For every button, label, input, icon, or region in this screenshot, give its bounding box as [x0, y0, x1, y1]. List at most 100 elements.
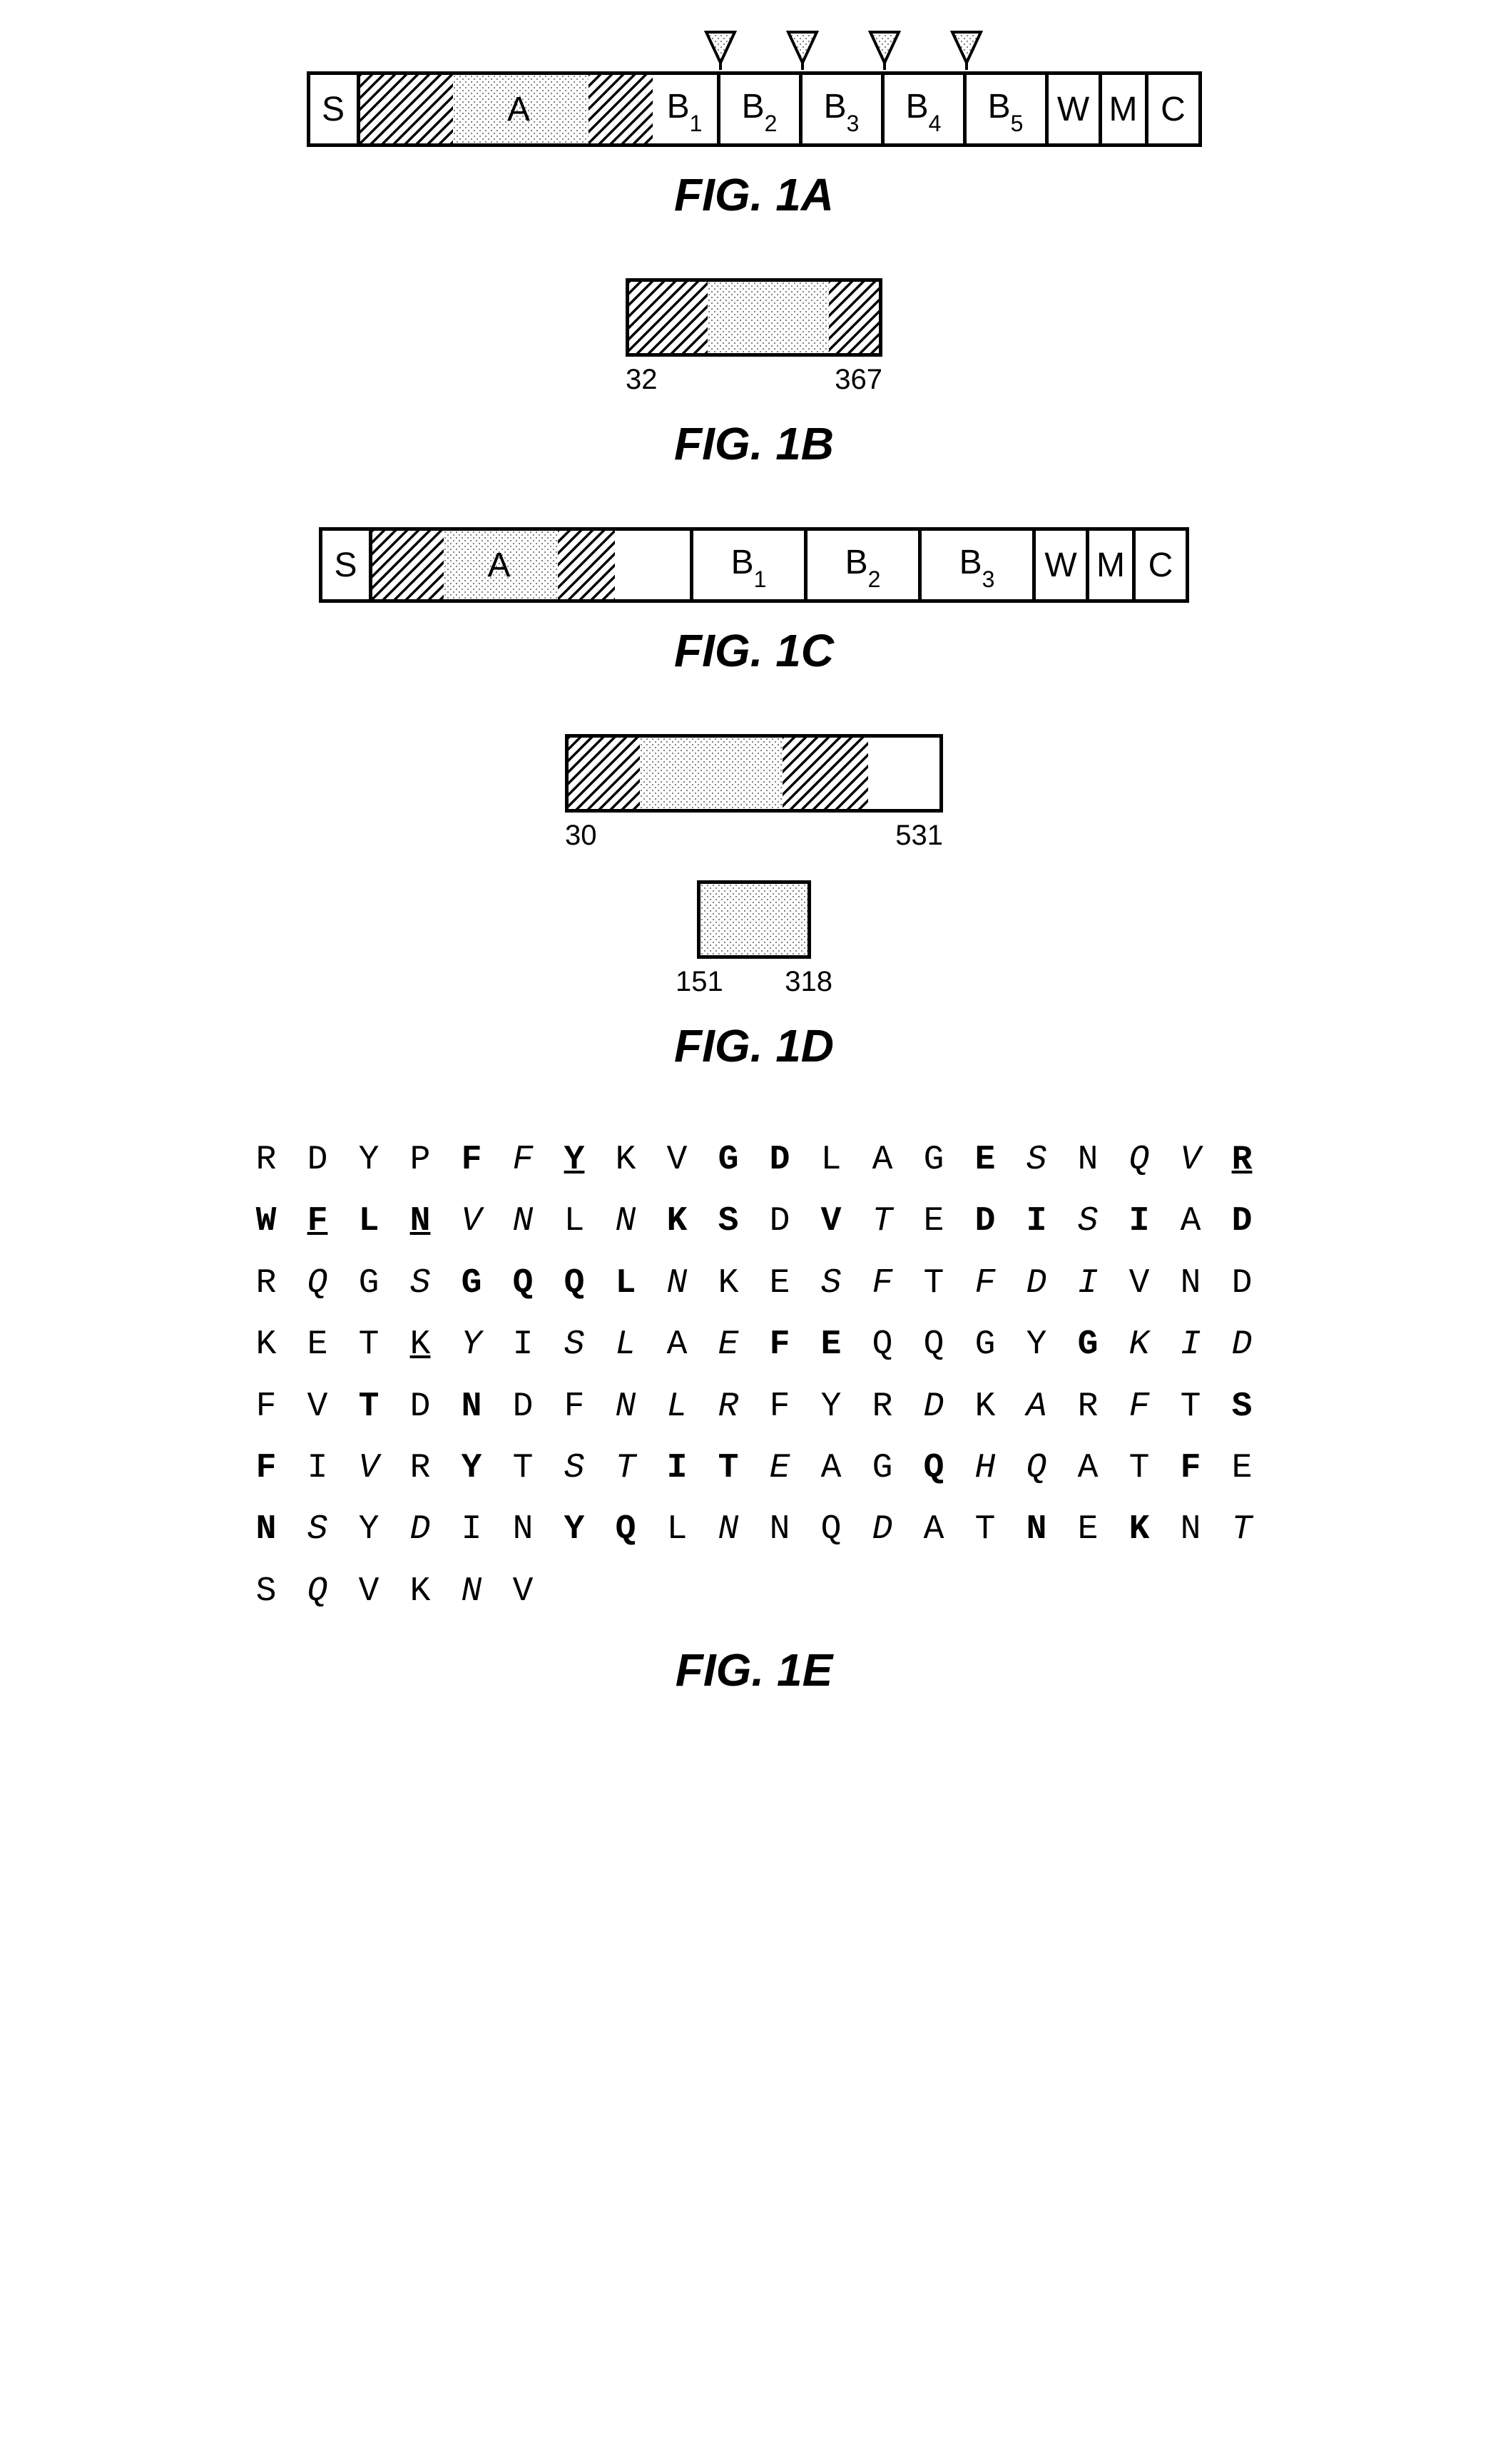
amino-acid: V [446, 1191, 497, 1252]
amino-acid: S [805, 1253, 857, 1314]
domain-box-h2 [829, 282, 879, 353]
amino-acid: A [1062, 1437, 1114, 1499]
sequence-row: RDYPFFYKVGDLAGESNQVR [240, 1129, 1268, 1191]
arrow-row [307, 29, 1202, 71]
figure-label: FIG. 1B [674, 417, 834, 470]
amino-acid: G [959, 1314, 1011, 1375]
pos-right: 367 [835, 364, 882, 396]
amino-acid: D [1216, 1253, 1268, 1314]
box-label: B1 [667, 87, 703, 131]
amino-acid: I [1062, 1253, 1114, 1314]
amino-acid: R [1216, 1129, 1268, 1191]
box-label: A [487, 546, 510, 585]
amino-acid: S [1062, 1191, 1114, 1252]
amino-acid: N [446, 1376, 497, 1437]
domain-box-b3: B3 [922, 531, 1036, 599]
amino-acid: R [240, 1129, 292, 1191]
domain-box-d [708, 282, 829, 353]
figure-1e: RDYPFFYKVGDLAGESNQVRWFLNVNLNKSDVTEDISIAD… [29, 1129, 1479, 1696]
amino-acid: Q [600, 1499, 651, 1560]
amino-acid: L [600, 1314, 651, 1375]
domain-box-b4: B4 [885, 75, 967, 143]
amino-acid: N [240, 1499, 292, 1560]
amino-acid: G [343, 1253, 394, 1314]
amino-acid: I [1011, 1191, 1062, 1252]
amino-acid: N [1165, 1253, 1216, 1314]
amino-acid: K [703, 1253, 754, 1314]
box-label: B2 [845, 543, 881, 587]
amino-acid: D [1011, 1253, 1062, 1314]
amino-acid: S [549, 1314, 600, 1375]
amino-acid: V [343, 1561, 394, 1622]
amino-acid: N [1165, 1499, 1216, 1560]
amino-acid: N [754, 1499, 805, 1560]
amino-acid: K [959, 1376, 1011, 1437]
amino-acid: G [446, 1253, 497, 1314]
amino-acid: Y [549, 1129, 600, 1191]
domain-box-h1 [360, 75, 453, 143]
amino-acid: G [1062, 1314, 1114, 1375]
domain-box-h1 [569, 738, 640, 809]
domain-box-b3: B3 [803, 75, 885, 143]
amino-acid: E [754, 1437, 805, 1499]
amino-acid: F [446, 1129, 497, 1191]
figure-label: FIG. 1C [674, 624, 834, 677]
amino-acid: A [805, 1437, 857, 1499]
amino-acid: N [1011, 1499, 1062, 1560]
amino-acid: F [1114, 1376, 1165, 1437]
domain-box-b5: B5 [967, 75, 1049, 143]
amino-acid: K [394, 1314, 446, 1375]
amino-acid: N [651, 1253, 703, 1314]
amino-acid: F [754, 1376, 805, 1437]
amino-acid: R [703, 1376, 754, 1437]
box-label: B5 [988, 87, 1024, 131]
domain-box-b2: B2 [808, 531, 922, 599]
figure-label: FIG. 1E [676, 1644, 833, 1696]
position-labels: 32 367 [626, 364, 882, 396]
amino-acid: D [292, 1129, 343, 1191]
amino-acid: N [1062, 1129, 1114, 1191]
box-label: B4 [906, 87, 942, 131]
sequence-row: NSYDINYQLNNQDATNEKNT [240, 1499, 1268, 1560]
amino-acid: G [908, 1129, 959, 1191]
figure-1a: SAB1B2B3B4B5WMC FIG. 1A [29, 29, 1479, 221]
sequence-row: SQVKNV [240, 1561, 1268, 1622]
amino-acid: S [1011, 1129, 1062, 1191]
domain-box-c: C [1136, 531, 1186, 599]
amino-acid: D [394, 1499, 446, 1560]
amino-acid: V [1165, 1129, 1216, 1191]
domain-box-b1: B1 [653, 75, 720, 143]
pos-left: 32 [626, 364, 658, 396]
domain-row-c: SAB1B2B3WMC [319, 527, 1189, 603]
amino-acid: P [394, 1129, 446, 1191]
domain-box-a: A [453, 75, 589, 143]
amino-acid: N [497, 1191, 549, 1252]
domain-box-s: S [322, 531, 372, 599]
amino-acid: T [857, 1191, 908, 1252]
amino-acid: W [240, 1191, 292, 1252]
amino-acid: E [959, 1129, 1011, 1191]
amino-acid: T [497, 1437, 549, 1499]
amino-acid: L [549, 1191, 600, 1252]
amino-acid: K [240, 1314, 292, 1375]
domain-row-d-top [565, 734, 943, 813]
amino-acid: D [959, 1191, 1011, 1252]
amino-acid: Y [446, 1314, 497, 1375]
amino-acid: G [857, 1437, 908, 1499]
amino-acid: T [1114, 1437, 1165, 1499]
amino-acid: S [549, 1437, 600, 1499]
domain-box-w: W [1036, 531, 1089, 599]
sequence-row: RQGSGQQLNKESFTFDIVND [240, 1253, 1268, 1314]
amino-acid: E [754, 1253, 805, 1314]
box-label: S [334, 546, 357, 585]
amino-acid: T [908, 1253, 959, 1314]
sequence-row: WFLNVNLNKSDVTEDISIAD [240, 1191, 1268, 1252]
amino-acid: Q [805, 1499, 857, 1560]
amino-acid: Q [908, 1437, 959, 1499]
amino-acid: I [446, 1499, 497, 1560]
amino-acid: E [805, 1314, 857, 1375]
amino-acid: R [857, 1376, 908, 1437]
amino-acid: G [703, 1129, 754, 1191]
amino-acid: D [497, 1376, 549, 1437]
amino-acid: A [908, 1499, 959, 1560]
